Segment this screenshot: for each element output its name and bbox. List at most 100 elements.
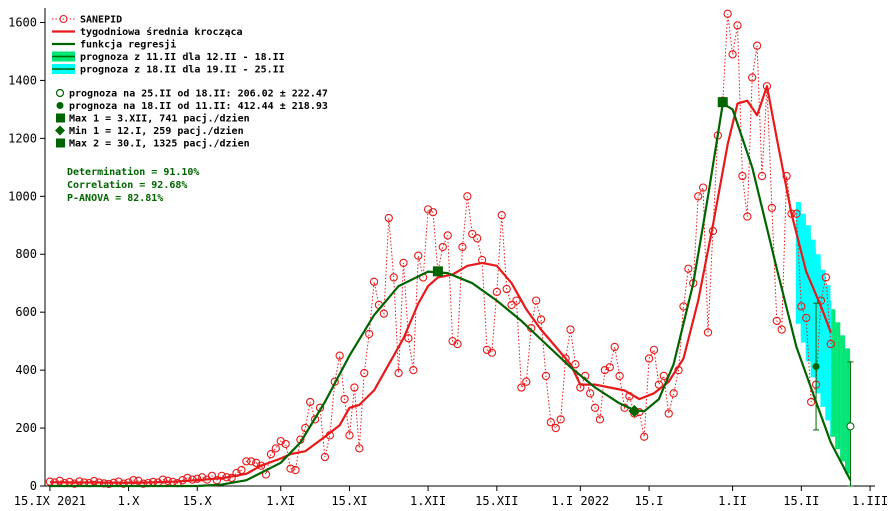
sanepid-point	[129, 476, 138, 485]
sanepid-point	[546, 418, 556, 427]
annotation-symbol	[56, 138, 65, 148]
annotation-item: prognoza na 25.II od 18.II: 206.02 ± 222…	[55, 88, 328, 100]
sanepid-point	[266, 449, 276, 459]
sanepid-point	[409, 365, 418, 375]
sanepid-point	[360, 368, 369, 378]
annotation-label: Min 1 = 12.I, 259 pacj./dzien	[69, 125, 244, 137]
stats-line: Determination = 91.10%	[67, 166, 199, 178]
sanepid-point	[355, 444, 364, 453]
sanepid-point	[571, 360, 580, 369]
sanepid-point	[566, 325, 575, 334]
sanepid-point	[703, 328, 713, 337]
y-tick-label: 1600	[8, 15, 37, 29]
axes: 0 200 400 600 800 1000 1200 1400 1600 15.IX 2021 1…	[8, 8, 888, 508]
sanepid-point	[551, 423, 560, 433]
sanepid-point	[664, 409, 673, 418]
legend-item: tygodniowa średnia krocząca	[52, 26, 243, 38]
sanepid-point	[684, 264, 693, 273]
x-tick-label: 15.X	[183, 494, 213, 508]
sanepid-point	[438, 242, 447, 252]
legend-swatch-circle	[59, 15, 68, 23]
sanepid-point	[340, 394, 349, 404]
legend-item: prognoza z 11.II dla 12.II - 18.II	[52, 51, 285, 63]
sanepid-point	[281, 439, 290, 449]
sanepid-point	[198, 473, 207, 482]
sanepid-point	[89, 476, 99, 486]
annotation-item: Max 1 = 3.XII, 741 pacj./dzien	[56, 113, 250, 125]
sanepid-point	[802, 313, 811, 323]
legend-item: funkcja regresji	[52, 39, 176, 51]
sanepid-point	[752, 41, 762, 50]
markers-layer	[432, 97, 728, 417]
sanepid-point	[502, 284, 511, 294]
legend-label: funkcja regresji	[80, 39, 176, 51]
sanepid-point	[389, 273, 398, 282]
sanepid-point	[723, 9, 732, 18]
y-tick-label: 600	[15, 305, 37, 319]
sanepid-point	[807, 397, 816, 407]
x-tick-label: 1.III	[852, 494, 888, 508]
legend-label: SANEPID	[80, 15, 122, 26]
forecast-point-filled	[812, 363, 820, 371]
sanepid-point	[698, 183, 708, 192]
sanepid-point	[826, 339, 835, 349]
annotation-label: Max 2 = 30.I, 1325 pacj./dzien	[69, 138, 250, 150]
sanepid-point	[320, 452, 330, 462]
extremum-marker-diamond	[628, 404, 641, 417]
sanepid-point	[610, 342, 619, 352]
sanepid-point	[399, 258, 408, 268]
sanepid-point	[541, 371, 551, 381]
sanepid-point	[640, 432, 649, 441]
sanepid-point	[821, 273, 831, 282]
sanepid-point	[743, 212, 752, 221]
forecast-point-open	[846, 422, 855, 431]
sanepid-point	[310, 415, 320, 424]
x-tick-label: 1.II	[718, 494, 747, 508]
annotation-symbol	[55, 125, 65, 136]
annotation-item: prognoza na 18.II od 11.II: 412.44 ± 218…	[56, 101, 328, 112]
sanepid-point	[733, 21, 742, 30]
sanepid-point	[590, 403, 600, 412]
x-tick-label: 1.I 2022	[551, 494, 609, 508]
sanepid-point	[242, 457, 251, 466]
sanepid-point	[271, 444, 280, 453]
sanepid-point	[369, 277, 379, 286]
sanepid-point	[394, 368, 403, 378]
y-tick-label: 1000	[8, 189, 37, 203]
sanepid-point	[517, 383, 526, 392]
legend-item: prognoza z 18.II dla 19.II - 25.II	[52, 64, 285, 76]
y-tick-label: 200	[15, 421, 37, 435]
sanepid-point	[615, 371, 624, 381]
x-tick-label: 15.XII	[475, 494, 518, 508]
sanepid-point	[487, 348, 497, 357]
legend-label: tygodniowa średnia krocząca	[80, 26, 243, 38]
sanepid-point	[748, 73, 757, 82]
sanepid-point	[782, 171, 791, 181]
sanepid-point	[649, 345, 659, 354]
sanepid-point	[694, 192, 703, 201]
sanepid-point	[404, 334, 413, 343]
sanepid-point	[247, 457, 256, 466]
sanepid-point	[286, 464, 295, 473]
sanepid-point	[522, 377, 531, 386]
x-tick-label: 1.XI	[266, 494, 295, 508]
sanepid-point	[158, 475, 168, 484]
stats-box: Determination = 91.10%Correlation = 92.6…	[67, 166, 199, 204]
sanepid-point	[797, 302, 806, 311]
annotation-item: Max 2 = 30.I, 1325 pacj./dzien	[56, 138, 250, 150]
annotation-symbol	[55, 88, 65, 98]
x-tick-label: 15.IX 2021	[14, 494, 86, 508]
sanepid-point	[777, 325, 786, 334]
sanepid-point	[757, 171, 767, 181]
forecast-bands	[795, 202, 851, 486]
series-moving-average	[49, 85, 832, 484]
sanepid-point	[512, 296, 521, 305]
sanepid-point	[217, 471, 226, 481]
sanepid-point	[335, 351, 344, 360]
annotation-label: prognoza na 25.II od 18.II: 206.02 ± 222…	[69, 89, 328, 100]
legend-label: prognoza z 18.II dla 19.II - 25.II	[80, 65, 285, 76]
extremum-marker-square	[432, 266, 443, 277]
legend-label: prognoza z 11.II dla 12.II - 18.II	[80, 52, 285, 63]
sanepid-point	[350, 383, 359, 392]
y-tick-label: 1200	[8, 131, 37, 145]
